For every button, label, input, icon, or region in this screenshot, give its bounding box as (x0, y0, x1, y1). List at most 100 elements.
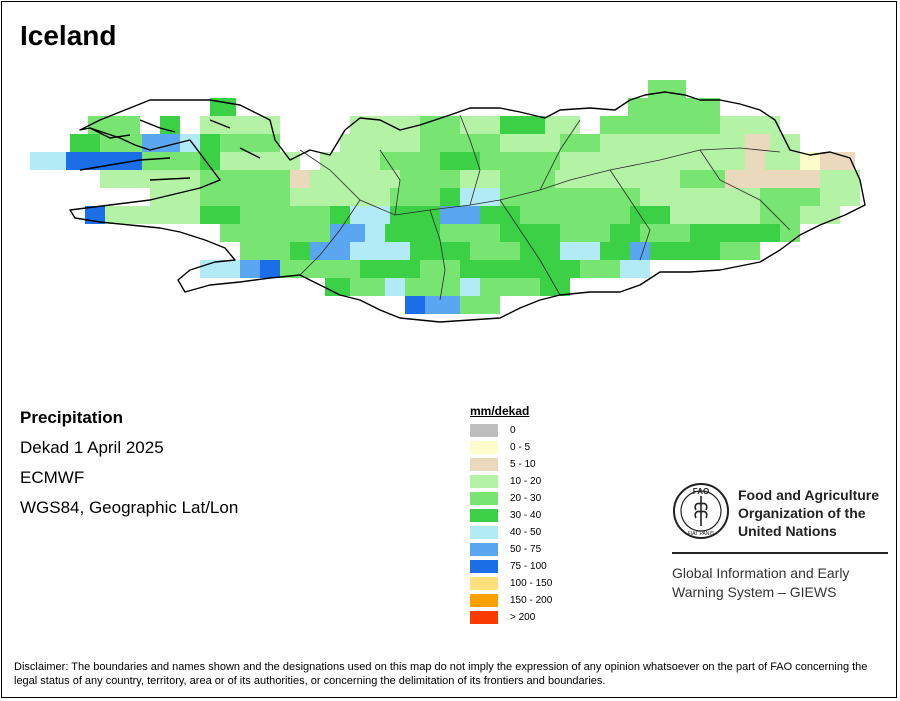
precip-cell (85, 206, 105, 224)
precip-cell (648, 80, 686, 98)
precip-cell (310, 170, 340, 188)
legend-item: 5 - 10 (470, 456, 552, 473)
precip-cell (520, 260, 580, 278)
legend-item: 10 - 20 (470, 473, 552, 490)
precip-cell (88, 116, 140, 134)
fao-name-line2: Organization of the (738, 505, 866, 521)
precip-cell (720, 242, 760, 260)
precip-cell (520, 206, 590, 224)
precip-cell (460, 260, 520, 278)
precip-cell (725, 170, 820, 188)
precip-cell (760, 206, 800, 224)
precip-cell (600, 116, 720, 134)
fao-divider (672, 552, 888, 554)
precip-cell (460, 296, 500, 314)
precip-cell (30, 152, 66, 170)
precipitation-grid (30, 80, 860, 314)
legend-label: 150 - 200 (510, 595, 553, 606)
precip-cell (628, 98, 720, 116)
precip-cell (390, 188, 440, 206)
precip-cell (420, 134, 500, 152)
precip-cell (765, 152, 800, 170)
precip-cell (360, 260, 420, 278)
precip-cell (590, 206, 630, 224)
legend-swatch (470, 475, 498, 488)
precip-cell (142, 152, 200, 170)
precip-cell (220, 152, 300, 170)
country-outline (69, 91, 866, 323)
precip-cell (620, 260, 650, 278)
precip-cell (560, 134, 600, 152)
legend-items: 0 0 - 5 5 - 10 10 - 20 20 - 30 30 - 40 40 - 50… (470, 422, 552, 626)
legend-item: 75 - 100 (470, 558, 552, 575)
legend-item: > 200 (470, 609, 552, 626)
precip-cell (290, 170, 310, 188)
precip-cell (720, 116, 780, 134)
precip-cell (600, 242, 630, 260)
precip-cell (66, 152, 142, 170)
legend-swatch (470, 458, 498, 471)
precip-cell (745, 134, 770, 152)
source-label: ECMWF (20, 468, 85, 487)
disclaimer: Disclaimer: The boundaries and names sho… (14, 661, 868, 687)
precip-cell (150, 188, 200, 206)
legend-item: 40 - 50 (470, 524, 552, 541)
region-boundaries (299, 114, 791, 301)
precip-cell (460, 170, 500, 188)
legend-item: 50 - 75 (470, 541, 552, 558)
legend-swatch (470, 611, 498, 624)
precip-cell (330, 224, 365, 242)
legend-swatch (470, 526, 498, 539)
legend-label: 20 - 30 (510, 493, 542, 504)
legend-label: 75 - 100 (510, 561, 547, 572)
precip-cell (200, 188, 290, 206)
legend-swatch (470, 441, 498, 454)
fao-emblem-icon: FAO FIAT PANIS (673, 483, 729, 539)
precip-cell (560, 242, 600, 260)
precip-cell (240, 206, 330, 224)
precip-cell (105, 206, 200, 224)
legend-swatch (470, 509, 498, 522)
precip-cell (500, 116, 545, 134)
precip-cell (320, 152, 380, 170)
precip-cell (690, 224, 780, 242)
precip-cell (200, 116, 280, 134)
precip-cell (200, 152, 220, 170)
precip-cell (820, 188, 860, 206)
precip-cell (500, 134, 560, 152)
precip-cell (290, 188, 390, 206)
variable-label: Precipitation (20, 408, 123, 427)
precip-cell (800, 152, 820, 170)
legend-title: mm/dekad (470, 404, 530, 418)
precip-cell (670, 206, 760, 224)
map-title: Iceland (20, 20, 117, 51)
map-info: Precipitation Dekad 1 April 2025 ECMWF W… (20, 408, 238, 528)
legend-label: 100 - 150 (510, 578, 553, 589)
precip-cell (340, 134, 420, 152)
projection-label: WGS84, Geographic Lat/Lon (20, 498, 239, 517)
precip-cell (640, 188, 760, 206)
precip-cell (440, 206, 480, 224)
precip-cell (365, 224, 385, 242)
precip-cell (385, 224, 440, 242)
fao-name-line3: United Nations (738, 523, 837, 539)
precip-cell (200, 134, 220, 152)
precip-cell (580, 188, 640, 206)
fao-name-line1: Food and Agriculture (738, 487, 880, 503)
precip-cell (780, 224, 800, 242)
legend: mm/dekad 0 0 - 5 5 - 10 10 - 20 20 - 30 30 - … (470, 404, 552, 626)
fao-name: Food and Agriculture Organization of the… (738, 486, 898, 540)
legend-label: 40 - 50 (510, 527, 542, 538)
precip-cell (405, 278, 460, 296)
giews-text: Global Information and Early Warning Sys… (672, 564, 900, 602)
giews-line2: Warning System – GIEWS (672, 584, 837, 600)
precip-cell (350, 242, 410, 260)
precip-cell (142, 134, 180, 152)
legend-label: 50 - 75 (510, 544, 542, 555)
precip-cell (200, 260, 240, 278)
emblem-text: FAO (693, 487, 709, 496)
legend-swatch (470, 492, 498, 505)
precip-cell (770, 134, 800, 152)
precip-cell (200, 206, 240, 224)
precip-cell (760, 188, 820, 206)
